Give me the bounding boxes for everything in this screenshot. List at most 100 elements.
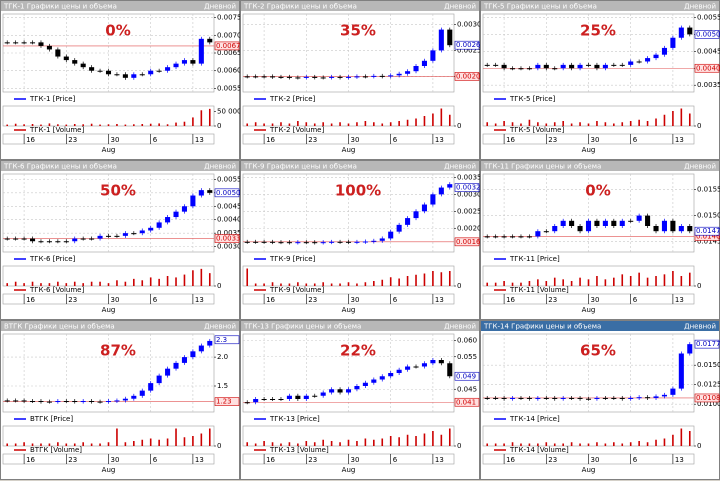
candle xyxy=(379,238,385,241)
candle xyxy=(379,376,385,380)
volume-bar xyxy=(680,108,683,126)
volume-bar xyxy=(339,122,341,126)
ref-label: 0.0040 xyxy=(696,64,720,72)
volume-bar xyxy=(596,121,598,126)
volume-bar xyxy=(263,283,265,286)
candle xyxy=(413,366,419,368)
ref-label: 0.041 xyxy=(456,398,476,406)
date-label: 23 xyxy=(548,136,557,144)
y-tick-label: 0.0060 xyxy=(217,67,242,75)
legend-label: ТГК-9 [Price] xyxy=(269,255,316,263)
chart-window[interactable]: ТГК-9 Графики цены и объема Дневной 0.0035… xyxy=(240,160,485,320)
date-label: 23 xyxy=(548,296,557,304)
volume-bar xyxy=(415,118,417,126)
candle xyxy=(329,241,335,243)
title-bar[interactable] xyxy=(241,1,479,11)
title-bar[interactable] xyxy=(241,321,479,331)
ref-label: 0.00160 xyxy=(456,238,485,246)
date-label: 23 xyxy=(308,136,317,144)
chart-window[interactable]: ТГК-2 Графики цены и объема Дневной 0.0030… xyxy=(240,0,482,160)
volume-bar xyxy=(440,108,443,126)
y-tick-label: 0.0035 xyxy=(217,229,242,237)
volume-bar xyxy=(158,123,160,126)
volume-bar xyxy=(440,272,443,286)
title-bar[interactable] xyxy=(481,321,719,331)
candle xyxy=(156,375,162,384)
chart-window[interactable]: ТГК-11 Графики цены и объема Дневной 0.015… xyxy=(480,160,720,320)
candle xyxy=(38,401,44,403)
candle xyxy=(371,240,377,242)
date-label: 23 xyxy=(68,296,77,304)
volume-bar xyxy=(604,122,607,126)
title-bar[interactable] xyxy=(481,161,719,171)
candle xyxy=(602,397,608,399)
candle xyxy=(636,397,642,399)
volume-bar xyxy=(23,124,25,126)
volume-bar xyxy=(280,443,282,446)
legend-label: ТГК-2 [Price] xyxy=(269,95,316,103)
candle xyxy=(173,362,179,369)
candle xyxy=(13,400,19,402)
candle xyxy=(139,230,145,234)
volume-bar xyxy=(6,124,9,126)
legend-label: ТГК-6 [Price] xyxy=(29,255,76,263)
title-bar[interactable] xyxy=(1,321,239,331)
chart-window[interactable]: ТГК-1 Графики цены и объема Дневной 0.0075… xyxy=(0,0,242,160)
candle xyxy=(585,220,592,232)
chart-window[interactable]: ВТГК Графики цены и объема Дневной 2.0 1.5 1… xyxy=(0,320,240,480)
volume-bar xyxy=(339,442,341,446)
annotation: 0% xyxy=(105,22,130,40)
candle xyxy=(345,389,352,393)
legend-label: ТГК-5 [Volume] xyxy=(509,126,564,134)
legend-label: ТГК-5 [Price] xyxy=(509,95,556,103)
candle xyxy=(678,27,684,38)
volume-bar xyxy=(528,443,531,446)
last-label: 0.0026 xyxy=(456,41,481,49)
candle xyxy=(510,397,516,399)
title-bar[interactable] xyxy=(1,161,239,171)
date-label: 13 xyxy=(195,456,204,464)
title-bar[interactable] xyxy=(1,1,239,11)
date-label: 16 xyxy=(26,456,35,464)
legend-label: ВТГК [Volume] xyxy=(30,446,82,454)
chart-window[interactable]: ТГК-5 Графики цены и объема Дневной 0.0055… xyxy=(480,0,720,160)
y2-tick-label: 0 xyxy=(217,282,221,290)
candle xyxy=(577,397,583,399)
volume-bar xyxy=(562,279,564,286)
chart-window[interactable]: ТГК-14 Графики цены и объема Дневной 0.015… xyxy=(480,320,720,480)
candle xyxy=(320,392,326,396)
candle xyxy=(97,70,103,72)
volume-bar xyxy=(288,283,291,286)
candle xyxy=(421,204,427,212)
date-label: 13 xyxy=(435,456,444,464)
last-label: 0.0032 xyxy=(456,184,481,192)
candle xyxy=(320,242,326,244)
candle xyxy=(278,399,284,400)
candle xyxy=(38,241,44,243)
candle xyxy=(438,29,444,51)
volume-bar xyxy=(305,122,308,126)
candle xyxy=(320,77,326,79)
volume-bar xyxy=(73,281,76,286)
candle xyxy=(97,401,103,403)
candle xyxy=(560,220,566,226)
volume-bar xyxy=(99,124,101,126)
title-bar[interactable] xyxy=(481,1,719,11)
candle xyxy=(131,233,137,235)
title-bar[interactable] xyxy=(241,161,479,171)
y-tick-label: 0.0100 xyxy=(697,400,720,408)
volume-bar xyxy=(208,273,211,286)
y-tick-label: 0.0055 xyxy=(697,13,720,21)
volume-bar xyxy=(280,283,282,286)
last-box xyxy=(694,30,720,39)
legend-label: ТГК-14 [Volume] xyxy=(509,446,569,454)
candle xyxy=(678,353,684,389)
volume-bar xyxy=(297,282,299,286)
chart-window[interactable]: ТГК-13 Графики цены и объема Дневной 0.060… xyxy=(240,320,480,480)
volume-bar xyxy=(672,434,674,446)
chart-window[interactable]: ТГК-6 Графики цены и объема Дневной 0.0055… xyxy=(0,160,242,320)
month-label: Aug xyxy=(582,466,596,474)
candle xyxy=(379,75,385,77)
candle xyxy=(405,71,411,74)
candle xyxy=(80,238,86,240)
